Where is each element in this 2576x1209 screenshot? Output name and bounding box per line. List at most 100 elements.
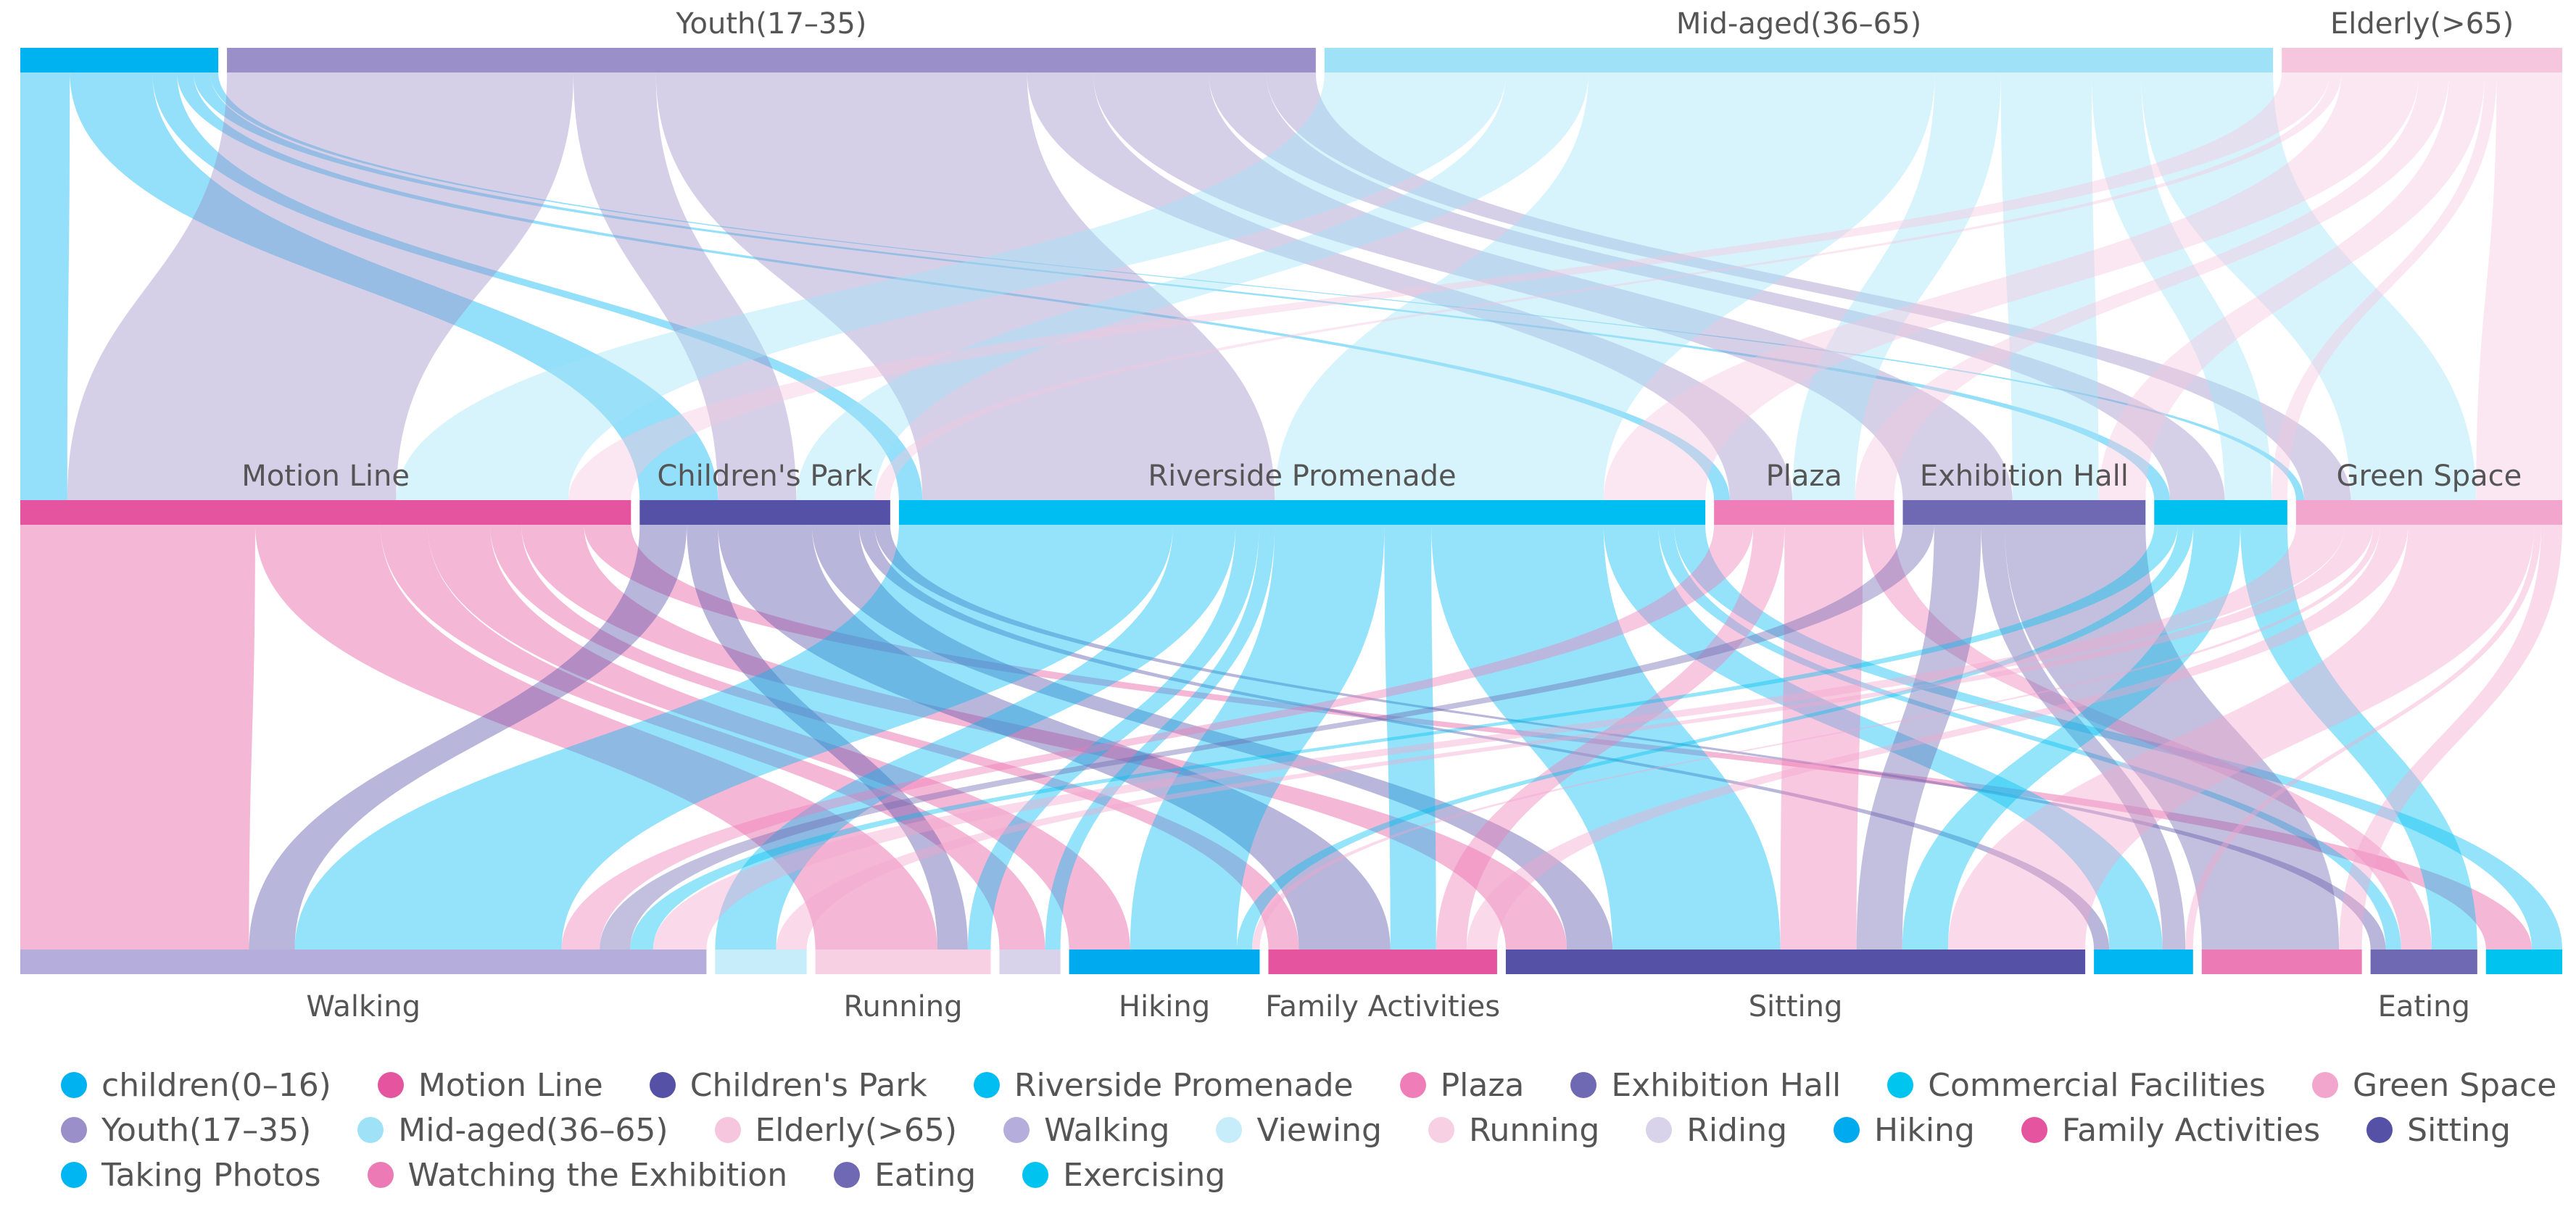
- legend-item[interactable]: Eating: [834, 1157, 976, 1194]
- node-label-green: Green Space: [2337, 460, 2522, 493]
- node-elderly: [2282, 48, 2562, 72]
- link-children-plaza: [177, 72, 1730, 500]
- legend-item[interactable]: Youth(17–35): [61, 1112, 311, 1149]
- link-green-family: [1466, 525, 2409, 950]
- link-riverside-sitting: [1431, 525, 1781, 950]
- node-running: [815, 950, 991, 974]
- link-midaged-childpark: [796, 72, 1589, 500]
- link-elderly-childpark: [874, 72, 2342, 500]
- legend-item[interactable]: Mid-aged(36–65): [357, 1112, 668, 1149]
- legend-item[interactable]: Children's Park: [649, 1067, 927, 1104]
- sankey-links: [20, 72, 2562, 950]
- legend-dot-icon: [377, 1072, 404, 1098]
- legend-item[interactable]: Riverside Promenade: [973, 1067, 1354, 1104]
- legend-label: Running: [1468, 1111, 1600, 1149]
- node-eating: [2370, 950, 2477, 974]
- legend-dot-icon: [61, 1072, 87, 1098]
- legend-item[interactable]: Walking: [1003, 1112, 1169, 1149]
- link-youth-plaza: [1027, 72, 1793, 500]
- node-photos: [2094, 950, 2193, 974]
- node-label-walking: Walking: [306, 990, 421, 1023]
- link-midaged-motion: [396, 72, 1507, 500]
- link-riverside-walking: [294, 525, 1173, 950]
- legend-item[interactable]: Family Activities: [2021, 1112, 2320, 1149]
- legend-dot-icon: [973, 1072, 1000, 1098]
- legend-item[interactable]: Commercial Facilities: [1887, 1067, 2266, 1104]
- legend-dot-icon: [1399, 1072, 1426, 1098]
- legend-item[interactable]: Taking Photos: [61, 1157, 321, 1194]
- legend-label: Eating: [874, 1156, 977, 1194]
- legend-dot-icon: [367, 1162, 394, 1188]
- legend-item[interactable]: Hiking: [1834, 1112, 1975, 1149]
- link-elderly-commercial: [2271, 72, 2497, 500]
- legend-label: Family Activities: [2061, 1111, 2321, 1149]
- link-green-walking: [653, 525, 2345, 950]
- legend-label: Green Space: [2352, 1066, 2557, 1104]
- link-midaged-plaza: [1792, 72, 2001, 500]
- node-watching: [2201, 950, 2362, 974]
- node-exhibition: [1902, 500, 2146, 525]
- legend-dot-icon: [1834, 1117, 1860, 1143]
- link-green-photos: [2185, 525, 2542, 950]
- legend-label: Riding: [1686, 1111, 1788, 1149]
- link-elderly-exhibition: [2098, 72, 2485, 500]
- legend-item[interactable]: Plaza: [1399, 1067, 1524, 1104]
- legend-label: Sitting: [2407, 1111, 2511, 1149]
- legend-item[interactable]: Motion Line: [377, 1066, 603, 1104]
- node-family: [1268, 950, 1497, 974]
- node-label-youth: Youth(17–35): [675, 7, 866, 41]
- node-childpark: [639, 500, 890, 525]
- legend-label: Walking: [1044, 1111, 1170, 1149]
- legend-item[interactable]: Exercising: [1022, 1157, 1225, 1194]
- legend-dot-icon: [1428, 1117, 1454, 1143]
- link-commercial-sitting: [1902, 525, 2241, 950]
- legend-dot-icon: [1216, 1117, 1243, 1143]
- link-motion-walking: [20, 525, 255, 950]
- node-commercial: [2154, 500, 2287, 525]
- legend-item[interactable]: Riding: [1646, 1112, 1787, 1149]
- node-label-childpark: Children's Park: [657, 460, 873, 493]
- legend-item[interactable]: Exhibition Hall: [1570, 1067, 1841, 1104]
- link-green-watching: [2339, 525, 2562, 950]
- link-childpark-family: [718, 525, 1391, 950]
- legend-label: Taking Photos: [102, 1156, 321, 1194]
- legend-dot-icon: [2366, 1117, 2393, 1143]
- link-motion-family: [489, 525, 1299, 950]
- legend-item[interactable]: Green Space: [2311, 1066, 2557, 1104]
- legend-dot-icon: [2021, 1117, 2047, 1143]
- legend-item[interactable]: Elderly(>65): [714, 1112, 957, 1149]
- legend-item[interactable]: Running: [1428, 1112, 1599, 1149]
- link-childpark-running: [687, 525, 968, 950]
- link-midaged-green: [2141, 72, 2477, 500]
- legend-label: Mid-aged(36–65): [398, 1111, 668, 1149]
- link-midaged-exhibition: [2000, 72, 2099, 500]
- legend-item[interactable]: Sitting: [2366, 1112, 2511, 1149]
- link-midaged-riverside: [1275, 72, 1935, 500]
- legend-row: Taking Photos Watching the Exhibition Eati…: [61, 1152, 2555, 1197]
- link-motion-riding: [380, 525, 1045, 950]
- link-youth-exhibition: [1093, 72, 2013, 500]
- link-childpark-walking: [249, 525, 687, 950]
- link-children-green: [210, 72, 2304, 500]
- link-riverside-viewing: [715, 525, 1236, 950]
- sankey-diagram: Youth(17–35) Mid-aged(36–65) Elderly(>65) M…: [20, 7, 2562, 1023]
- node-children: [20, 48, 219, 72]
- link-youth-commercial: [1208, 72, 2225, 500]
- link-youth-green: [1266, 72, 2351, 500]
- link-children-riverside: [152, 72, 923, 500]
- link-exhibition-photos: [1981, 525, 2186, 950]
- link-youth-motion: [67, 72, 573, 500]
- legend-label: Motion Line: [418, 1066, 603, 1104]
- legend-label: Viewing: [1256, 1111, 1382, 1149]
- node-sitting: [1505, 950, 2086, 974]
- link-plaza-sitting: [1780, 525, 1863, 950]
- link-elderly-riverside: [1603, 72, 2419, 500]
- link-childpark-sitting: [811, 525, 1613, 950]
- legend-item[interactable]: children(0–16): [61, 1067, 331, 1104]
- legend-item[interactable]: Viewing: [1216, 1111, 1382, 1149]
- link-exhibition-walking: [600, 525, 1934, 950]
- node-label-running: Running: [844, 990, 963, 1023]
- node-label-elderly: Elderly(>65): [2330, 7, 2514, 41]
- link-childpark-eating: [874, 525, 2386, 950]
- legend-item[interactable]: Watching the Exhibition: [367, 1157, 787, 1194]
